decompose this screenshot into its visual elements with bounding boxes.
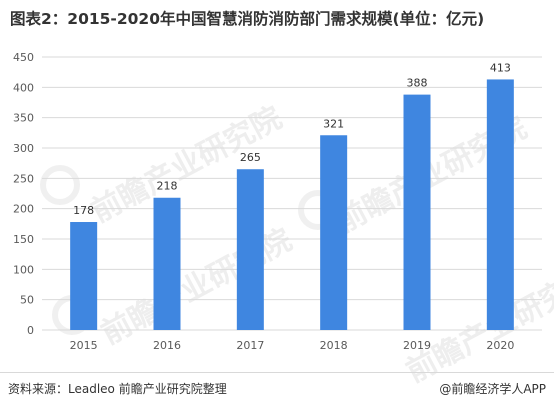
y-tick-label: 100 xyxy=(13,263,34,276)
bar xyxy=(403,94,431,330)
x-tick-label: 2019 xyxy=(403,339,431,352)
y-tick-label: 350 xyxy=(13,112,34,125)
y-tick-label: 450 xyxy=(13,51,34,64)
bar-chart: 0 50 100 150 200 250 300 350 400 450 178 2015 218 201… xyxy=(13,51,542,352)
credit-note: @前瞻经济学人APP xyxy=(439,382,546,396)
data-label: 178 xyxy=(73,204,94,217)
x-tick-label: 2018 xyxy=(320,339,348,352)
y-tick-label: 250 xyxy=(13,172,34,185)
x-tick-label: 2016 xyxy=(153,339,181,352)
x-tick-label: 2017 xyxy=(236,339,264,352)
bar xyxy=(486,79,514,331)
data-label: 388 xyxy=(407,77,428,90)
data-label: 321 xyxy=(323,117,344,130)
chart-title: 图表2：2015-2020年中国智慧消防消防部门需求规模(单位：亿元) xyxy=(10,10,485,28)
bar xyxy=(320,135,348,330)
y-tick-label: 400 xyxy=(13,81,34,94)
y-tick-label: 50 xyxy=(20,294,34,307)
bar xyxy=(153,197,181,330)
footer-divider xyxy=(0,372,554,373)
x-tick-label: 2015 xyxy=(70,339,98,352)
data-label: 218 xyxy=(157,180,178,193)
data-label: 265 xyxy=(240,151,261,164)
source-note: 资料来源：Leadleo 前瞻产业研究院整理 xyxy=(8,382,227,396)
y-tick-label: 0 xyxy=(27,324,34,337)
y-tick-label: 300 xyxy=(13,142,34,155)
y-tick-label: 200 xyxy=(13,203,34,216)
bar xyxy=(236,169,264,330)
data-label: 413 xyxy=(490,61,511,74)
bar xyxy=(70,222,98,330)
x-tick-label: 2020 xyxy=(486,339,514,352)
y-tick-label: 150 xyxy=(13,233,34,246)
